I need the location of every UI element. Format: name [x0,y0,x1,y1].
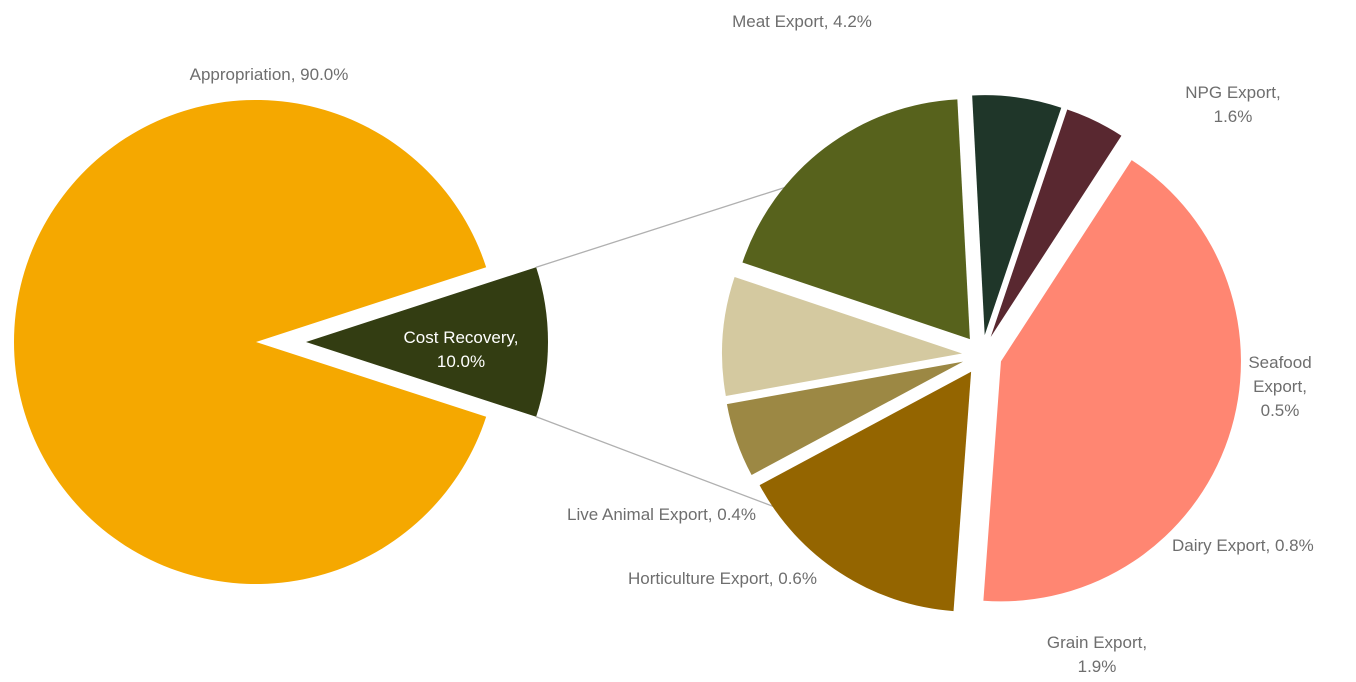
primary-pie [13,99,548,584]
slice-appropriation [13,99,487,584]
data-labels: Appropriation, 90.0% Cost Recovery, 10.0% M… [190,12,1314,676]
label-live-animal-export: Live Animal Export, 0.4% [567,505,756,524]
label-meat-export: Meat Export, 4.2% [732,12,872,31]
slice-seafood-export [726,361,964,475]
label-seafood-export: Seafood Export, 0.5% [1248,353,1311,420]
slice-meat-export [983,160,1241,602]
label-grain-export: Grain Export, 1.9% [1047,633,1147,676]
label-cost-recovery: Cost Recovery, 10.0% [404,328,519,371]
slice-npg-export [759,371,972,612]
label-dairy-export: Dairy Export, 0.8% [1172,536,1314,555]
slice-live-animal-export [990,109,1122,337]
slice-cost-recovery [306,267,548,417]
label-appropriation: Appropriation, 90.0% [190,65,349,84]
secondary-pie [722,95,1241,612]
slice-horticulture-export [972,95,1062,336]
label-npg-export: NPG Export, 1.6% [1185,83,1280,126]
slice-grain-export [742,99,970,340]
label-horticulture-export: Horticulture Export, 0.6% [628,569,817,588]
slice-dairy-export [722,276,963,397]
